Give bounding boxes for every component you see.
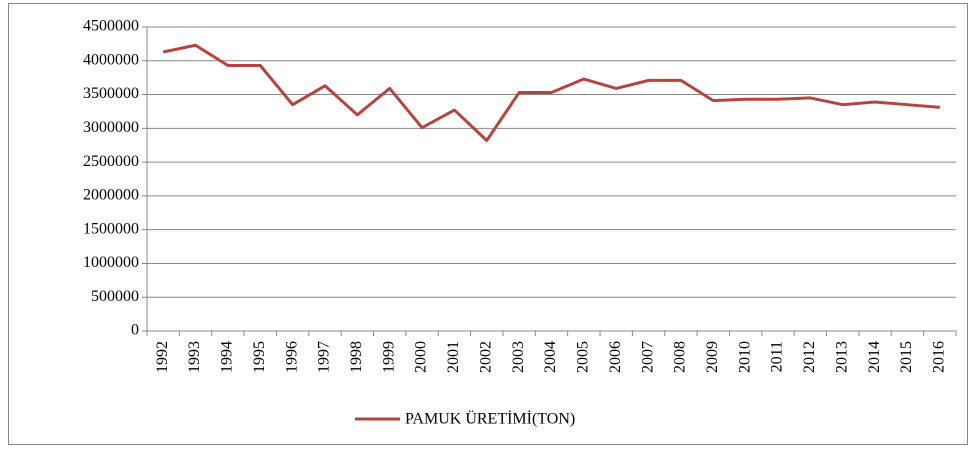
x-tick-label: 2005 — [575, 341, 592, 373]
x-tick-label: 1994 — [219, 341, 236, 373]
data-line — [162, 43, 940, 142]
x-tick-label: 2012 — [801, 341, 818, 373]
x-tick-label: 1993 — [186, 341, 203, 373]
x-tick-label: 2010 — [736, 341, 753, 373]
x-tick-label: 2011 — [769, 341, 786, 372]
y-tick-label: 4000000 — [83, 51, 139, 68]
x-tick-label: 2002 — [477, 341, 494, 373]
y-tick-label: 3500000 — [83, 85, 139, 102]
x-tick-label: 2013 — [833, 341, 850, 373]
x-tick-label: 1992 — [154, 341, 171, 373]
chart-frame — [8, 3, 968, 445]
x-tick-label: 2008 — [672, 341, 689, 373]
y-tick-label: 2000000 — [83, 187, 139, 204]
y-tick-label: 1000000 — [83, 254, 139, 271]
x-tick-label: 1999 — [380, 341, 397, 373]
x-tick-label: 2014 — [866, 341, 883, 373]
x-tick-label: 2003 — [510, 341, 527, 373]
x-tick-label: 2001 — [445, 341, 462, 373]
x-tick-label: 1995 — [251, 341, 268, 373]
legend-label: PAMUK ÜRETİMİ(TON) — [405, 410, 575, 428]
x-tick-label: 2007 — [639, 341, 656, 373]
y-tick-label: 4500000 — [83, 18, 139, 35]
y-tick-label: 500000 — [91, 288, 139, 305]
x-tick-label: 1997 — [316, 341, 333, 373]
x-tick-label: 1998 — [348, 341, 365, 373]
x-tick-label: 2000 — [413, 341, 430, 373]
y-tick-label: 0 — [131, 322, 139, 339]
y-tick-label: 3000000 — [83, 119, 139, 136]
x-tick-label: 1996 — [283, 341, 300, 373]
y-tick-label: 2500000 — [83, 153, 139, 170]
x-tick-label: 2016 — [930, 341, 947, 373]
x-tick-label: 2004 — [542, 341, 559, 373]
x-tick-label: 2009 — [704, 341, 721, 373]
x-tick-label: 2006 — [607, 341, 624, 373]
x-tick-label: 2015 — [898, 341, 915, 373]
y-tick-label: 1500000 — [83, 220, 139, 237]
